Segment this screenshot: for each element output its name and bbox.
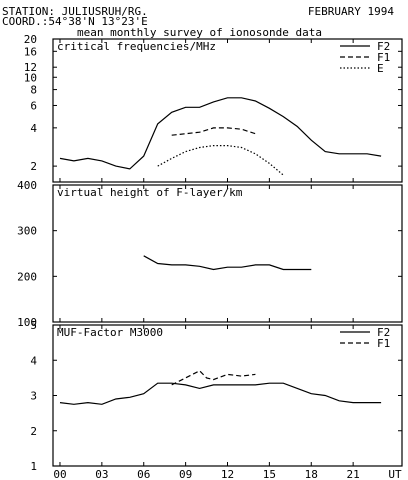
y-tick-label: 10 [24,71,37,84]
y-tick-label: 2 [30,425,37,438]
series-f2-line [59,382,382,405]
panel-frame [52,38,403,183]
x-tick-label: 06 [137,468,150,480]
panel-2: virtual height of F-layer/km 100 200 300 400 [17,179,403,329]
y-tick-label: 4 [30,354,37,367]
panel-frame [52,324,403,467]
legend-label: F1 [377,337,390,350]
x-tick-label: 18 [305,468,318,480]
y-tick-label: 100 [17,316,37,329]
y-tick-label: 3 [30,390,37,403]
coordinates-label: COORD.:54°38'N 13°23'E [2,15,148,28]
panel-title: MUF-Factor M3000 [57,326,163,339]
y-tick-label: 300 [17,225,37,238]
series-f1-line [171,370,256,386]
legend-label: E [377,62,384,75]
x-tick-label: 15 [263,468,276,480]
y-tick-label: 4 [30,122,37,135]
x-tick-label: 00 [53,468,66,480]
y-tick-label: 6 [30,99,37,112]
legend-label: F1 [377,51,390,64]
panel-frame [52,184,403,323]
y-tick-label: 5 [30,319,37,332]
series-f1-line [171,127,256,136]
date-label: FEBRUARY 1994 [307,5,394,18]
y-tick-label: 12 [24,61,37,74]
x-tick-label: 03 [95,468,108,480]
station-label: STATION: JULIUSRUH/RG. [2,5,148,18]
legend-label: F2 [377,326,390,339]
y-tick-label: 400 [17,179,37,192]
chart-subtitle: mean monthly survey of ionosonde data [77,26,323,39]
x-tick-label: 21 [347,468,360,480]
panel-title: critical frequencies/MHz [57,40,216,53]
y-tick-label: 200 [17,270,37,283]
series-f2-line [59,97,382,170]
series-main-line [143,255,312,271]
y-tick-label: 20 [24,33,37,46]
y-tick-label: 2 [30,160,37,173]
series-e-line [157,145,284,176]
y-tick-label: 16 [24,45,37,58]
x-axis-unit: UT [388,468,402,480]
y-tick-label: 8 [30,84,37,97]
panel-title: virtual height of F-layer/km [57,186,243,199]
legend-label: F2 [377,40,390,53]
x-tick-label: 09 [179,468,192,480]
y-tick-label: 1 [30,460,37,473]
x-tick-label: 12 [221,468,234,480]
